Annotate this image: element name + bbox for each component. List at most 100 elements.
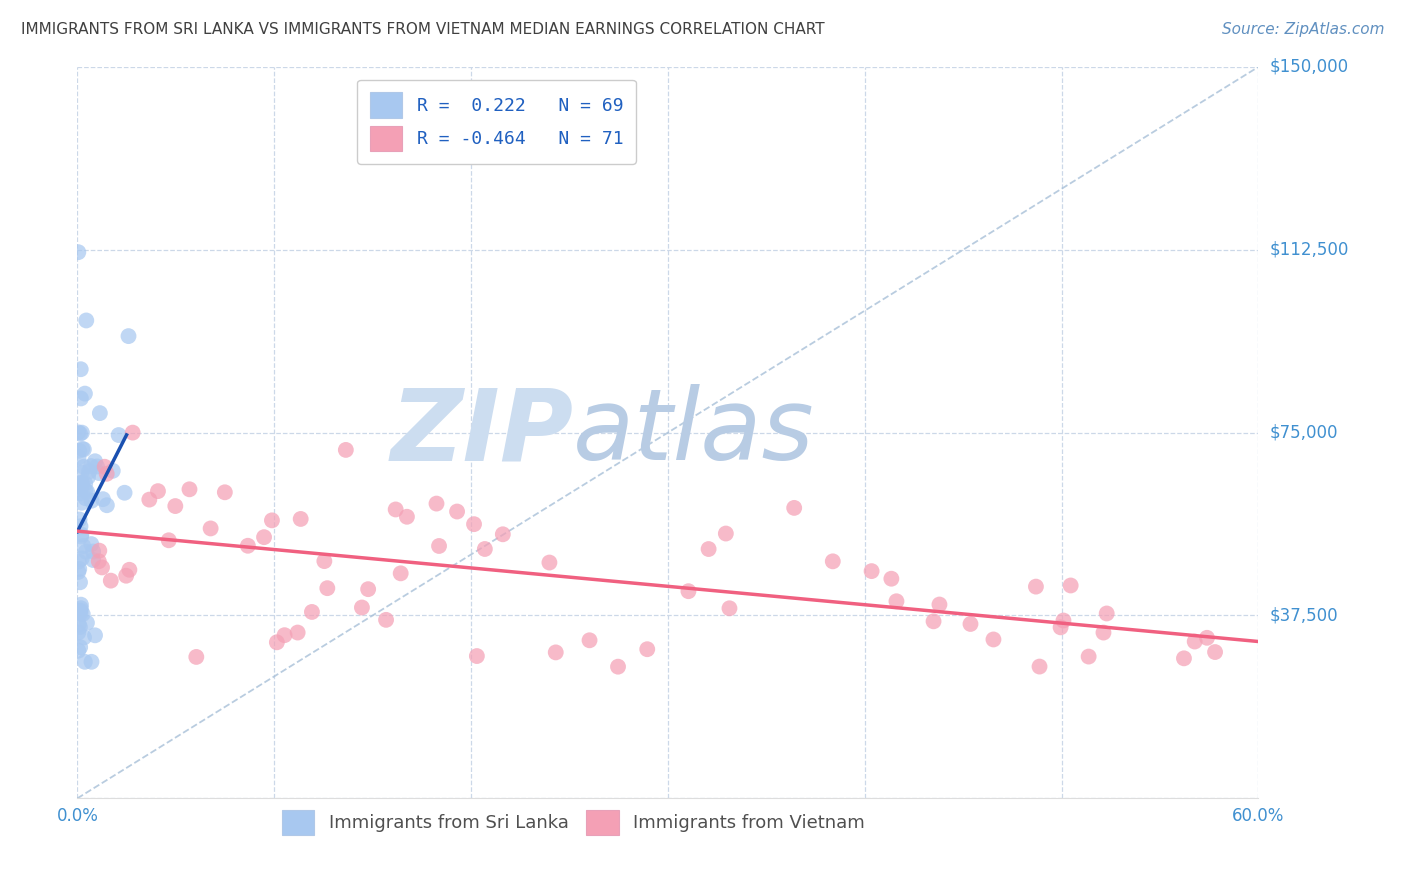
Point: [91, 492, 114, 507]
Point: [678, 584, 700, 599]
Point: [463, 517, 485, 532]
Text: $150,000: $150,000: [1270, 58, 1348, 76]
Point: [1173, 651, 1195, 665]
Point: [67, 443, 90, 458]
Point: [446, 504, 468, 518]
Point: [860, 564, 883, 578]
Point: [86, 459, 108, 474]
Point: [118, 563, 141, 577]
Point: [70, 425, 93, 440]
Text: IMMIGRANTS FROM SRI LANKA VS IMMIGRANTS FROM VIETNAM MEDIAN EARNINGS CORRELATION: IMMIGRANTS FROM SRI LANKA VS IMMIGRANTS …: [21, 22, 825, 37]
Point: [636, 642, 658, 657]
Point: [544, 645, 567, 659]
Point: [67, 562, 90, 576]
Point: [75, 544, 97, 558]
Point: [80, 459, 103, 474]
Point: [67, 643, 90, 657]
Point: [425, 497, 447, 511]
Point: [157, 533, 180, 548]
Point: [1025, 580, 1047, 594]
Point: [80, 537, 103, 551]
Point: [76, 615, 98, 630]
Point: [70, 496, 93, 510]
Point: [886, 594, 908, 608]
Point: [1077, 649, 1099, 664]
Point: [880, 572, 903, 586]
Point: [959, 617, 981, 632]
Point: [287, 625, 309, 640]
Point: [335, 442, 357, 457]
Text: Source: ZipAtlas.com: Source: ZipAtlas.com: [1222, 22, 1385, 37]
Point: [983, 632, 1005, 647]
Point: [69, 512, 91, 526]
Point: [69, 475, 91, 490]
Point: [96, 467, 118, 481]
Point: [93, 459, 115, 474]
Text: $75,000: $75,000: [1270, 424, 1339, 442]
Point: [395, 509, 418, 524]
Point: [1049, 620, 1071, 634]
Point: [69, 607, 91, 621]
Point: [253, 530, 276, 544]
Point: [75, 483, 97, 498]
Point: [67, 425, 90, 440]
Point: [375, 613, 398, 627]
Point: [69, 640, 91, 655]
Point: [273, 628, 295, 642]
Point: [89, 406, 111, 420]
Point: [266, 635, 288, 649]
Point: [101, 464, 124, 478]
Point: [70, 529, 93, 543]
Point: [821, 554, 844, 568]
Point: [70, 601, 93, 615]
Point: [69, 519, 91, 533]
Point: [72, 539, 94, 553]
Point: [91, 560, 114, 574]
Point: [73, 442, 96, 457]
Point: [697, 542, 720, 557]
Point: [70, 480, 93, 494]
Point: [70, 551, 93, 566]
Point: [314, 554, 336, 568]
Point: [607, 659, 630, 673]
Point: [1095, 607, 1118, 621]
Point: [69, 362, 91, 376]
Point: [87, 554, 110, 568]
Point: [427, 539, 450, 553]
Point: [718, 601, 741, 615]
Point: [100, 574, 122, 588]
Point: [67, 625, 90, 640]
Point: [87, 466, 110, 480]
Point: [538, 556, 561, 570]
Point: [357, 582, 380, 597]
Point: [70, 478, 93, 492]
Point: [115, 568, 138, 582]
Point: [350, 600, 373, 615]
Point: [69, 604, 91, 618]
Point: [214, 485, 236, 500]
Text: $112,500: $112,500: [1270, 241, 1348, 259]
Point: [260, 513, 283, 527]
Point: [138, 492, 160, 507]
Point: [928, 598, 950, 612]
Point: [301, 605, 323, 619]
Point: [82, 544, 104, 558]
Point: [236, 539, 259, 553]
Point: [82, 553, 104, 567]
Point: [75, 476, 97, 491]
Point: [783, 500, 806, 515]
Point: [117, 329, 139, 343]
Point: [72, 459, 94, 474]
Point: [1184, 634, 1206, 648]
Point: [73, 655, 96, 669]
Text: $37,500: $37,500: [1270, 607, 1339, 624]
Point: [1204, 645, 1226, 659]
Point: [492, 527, 515, 541]
Text: atlas: atlas: [574, 384, 815, 481]
Point: [146, 484, 169, 499]
Point: [70, 392, 93, 406]
Point: [96, 498, 118, 512]
Point: [80, 493, 103, 508]
Point: [67, 482, 90, 496]
Point: [70, 476, 93, 491]
